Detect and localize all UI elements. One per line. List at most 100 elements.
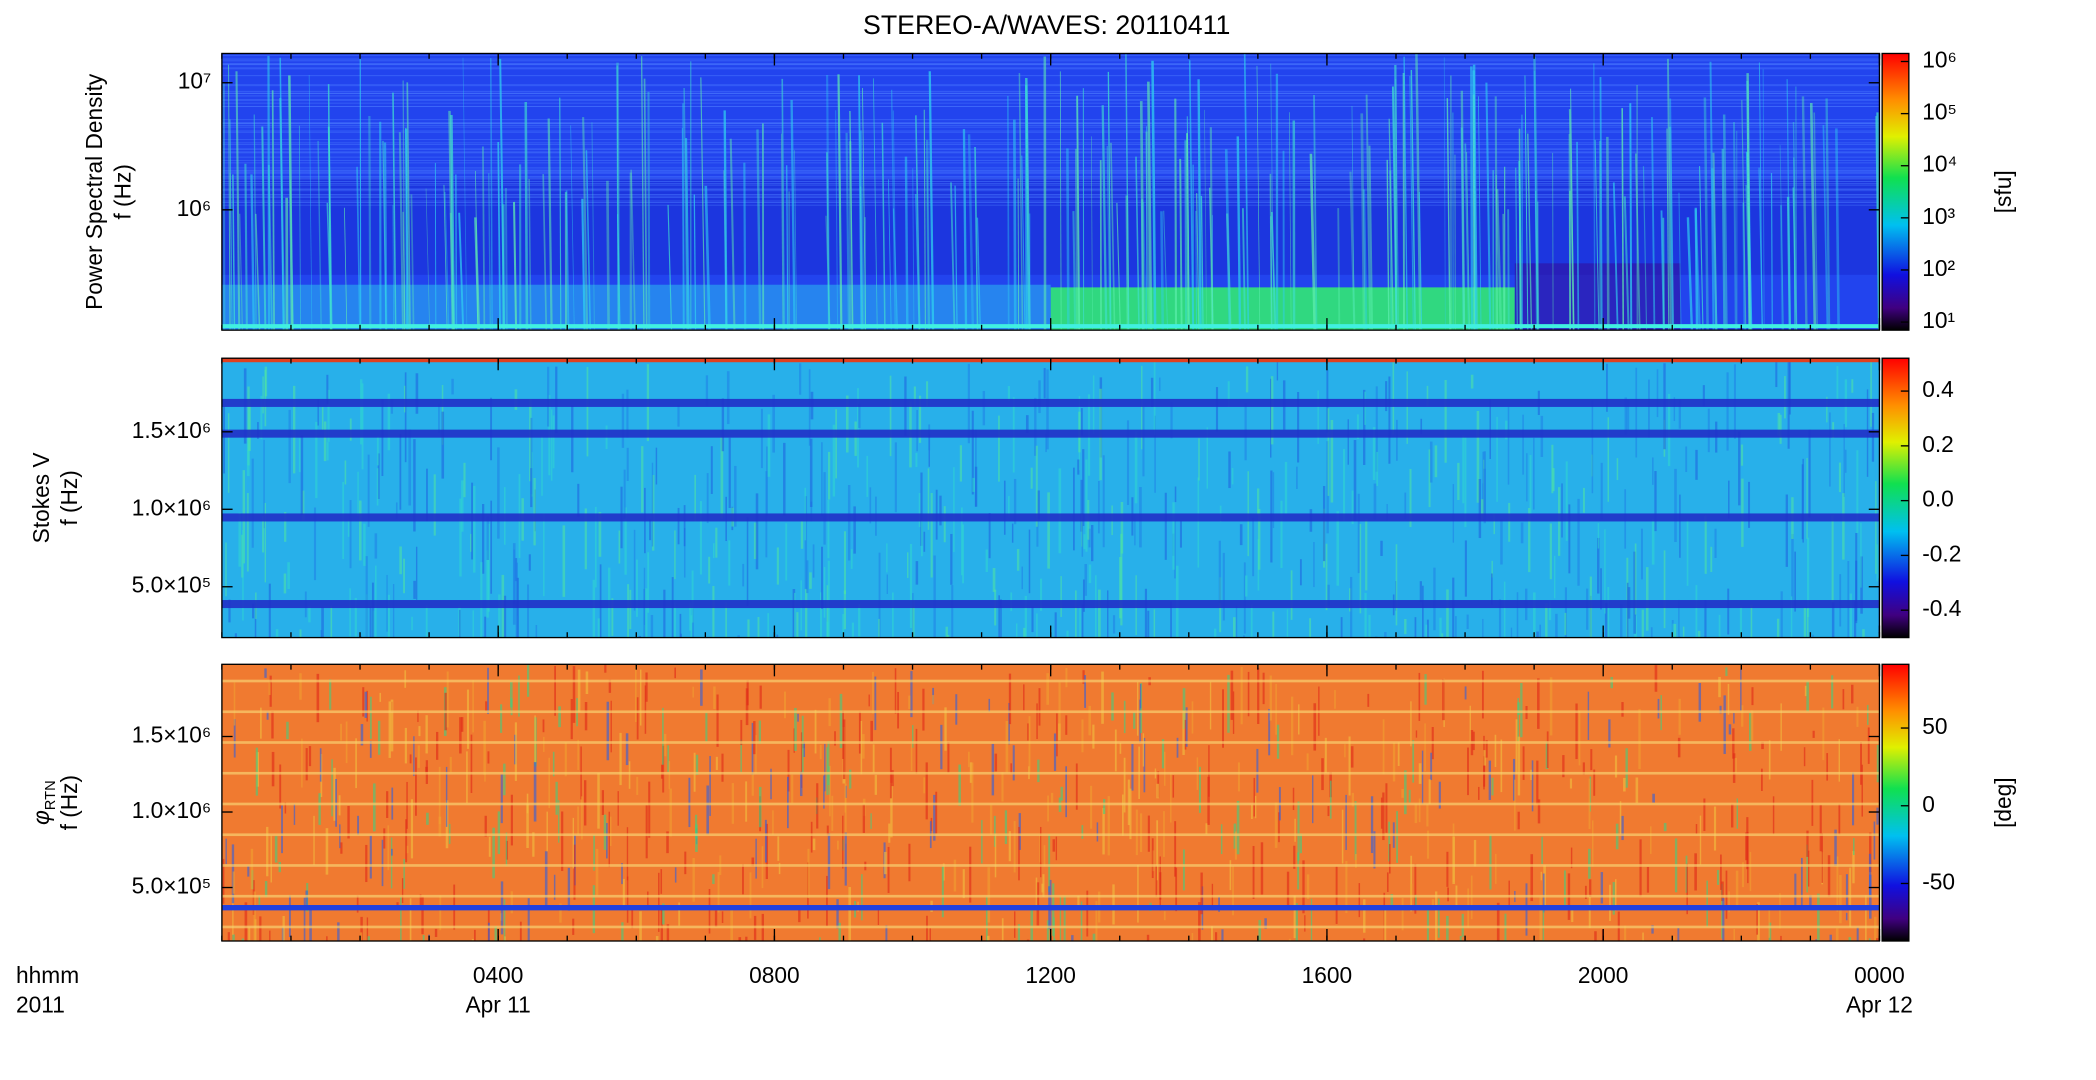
- y-axis-label: Stokes V: [28, 452, 54, 544]
- spectrogram-texture: [1147, 81, 1153, 331]
- spectrogram-texture: [859, 130, 865, 331]
- spectrogram-texture: [892, 110, 897, 331]
- spectrogram-texture: [1309, 153, 1317, 331]
- y-tick-label: 5.0×10⁵: [132, 572, 212, 598]
- spectrogram-texture: [1151, 60, 1157, 331]
- spectrogram-texture: [279, 57, 285, 331]
- spectrogram-texture: [647, 91, 651, 331]
- spectrogram-texture: [667, 204, 673, 331]
- spectrogram-texture: [497, 142, 501, 331]
- spectrogram-texture: [1236, 136, 1242, 331]
- spectrogram-texture: [888, 179, 892, 331]
- spectrogram-texture: [693, 194, 697, 331]
- colorbar-tick-label: -50: [1922, 868, 1955, 894]
- spectrogram-texture: [826, 152, 830, 331]
- spectrogram-texture: [858, 75, 863, 331]
- spectrogram-texture: [591, 122, 595, 331]
- spectrogram-texture: [402, 80, 406, 331]
- spectrogram-texture: [261, 126, 267, 331]
- spectrogram-texture: [1360, 113, 1366, 331]
- spectrogram-texture: [1835, 128, 1840, 331]
- spectrogram-texture: [1786, 196, 1792, 331]
- y-axis-label: Power Spectral Density: [81, 73, 107, 310]
- spectrogram-texture: [1107, 71, 1112, 331]
- spectrogram-texture: [1552, 152, 1554, 331]
- spectrogram-texture: [1786, 79, 1791, 331]
- spectrogram-texture: [1472, 64, 1478, 331]
- spectrogram-texture: [1722, 114, 1728, 331]
- spectrogram-texture: [221, 905, 1880, 911]
- spectrogram-texture: [585, 150, 592, 331]
- spectrogram-texture: [221, 741, 1880, 744]
- spectrogram-texture: [1694, 207, 1699, 331]
- spectrogram-texture: [950, 182, 956, 331]
- spectrogram-texture: [1686, 217, 1694, 331]
- spectrogram-texture: [344, 207, 348, 331]
- y-axis-label: f (Hz): [109, 164, 135, 220]
- spectrogram-texture: [1256, 65, 1261, 331]
- spectrogram-texture: [392, 92, 397, 331]
- spectrogram-texture: [1443, 57, 1446, 331]
- spectrogram-texture: [915, 193, 920, 331]
- spectrogram-texture: [504, 188, 508, 331]
- spectrogram-texture: [1651, 117, 1656, 331]
- spectrogram-texture: [1365, 94, 1372, 331]
- spectrogram-texture: [228, 64, 231, 331]
- spectrogram-texture: [1160, 211, 1165, 331]
- spectrogram-texture: [1495, 189, 1503, 331]
- spectrogram-texture: [1145, 131, 1150, 331]
- spectrogram-texture: [1642, 166, 1648, 331]
- spectrogram-texture: [250, 174, 255, 331]
- spectrogram-texture: [1593, 63, 1596, 331]
- spectrogram-texture: [474, 217, 481, 331]
- x-tick-label: 0000: [1854, 962, 1905, 988]
- spectrogram-texture: [383, 142, 388, 331]
- colorbar-tick-label: 10¹: [1922, 307, 1955, 333]
- colorbar-tick-label: 50: [1922, 713, 1947, 739]
- spectrogram-texture: [565, 190, 570, 331]
- spectrogram-texture: [1446, 98, 1451, 331]
- colorbar-tick-label: 0.2: [1922, 431, 1954, 457]
- spectrogram-texture: [1568, 133, 1571, 331]
- spectrogram-texture: [1110, 142, 1116, 331]
- spectrogram-texture: [455, 174, 458, 331]
- spectrogram-texture: [1746, 73, 1751, 331]
- x-tick-label: 0400: [473, 962, 524, 988]
- spectrogram-texture: [1478, 96, 1482, 331]
- spectrogram-texture: [221, 679, 1880, 683]
- spectrogram-texture: [1534, 190, 1539, 331]
- spectrogram-texture: [1703, 97, 1709, 331]
- spectrogram-texture: [890, 89, 896, 331]
- x-axis-label: hhmm: [16, 962, 79, 988]
- spectrogram-texture: [925, 140, 931, 331]
- x-tick-date: Apr 12: [1846, 991, 1913, 1017]
- colorbar-tick-label: 0: [1922, 791, 1935, 817]
- spectrogram-texture: [1269, 173, 1273, 331]
- spectrogram-texture: [1143, 202, 1147, 331]
- spectrogram-texture: [317, 140, 322, 331]
- y-axis-label-main: Power Spectral Density: [81, 73, 107, 310]
- spectrogram-texture: [872, 78, 878, 331]
- spectrogram-texture: [462, 57, 468, 331]
- spectrogram-texture: [1179, 158, 1183, 331]
- spectrogram-texture: [756, 129, 762, 331]
- spectrogram-texture: [1569, 88, 1575, 331]
- spectrogram-texture: [1460, 127, 1466, 331]
- spectrogram: [221, 358, 1880, 638]
- spectrogram-texture: [1021, 155, 1026, 331]
- spectrogram-texture: [1813, 112, 1819, 331]
- spectrogram-texture: [837, 74, 843, 331]
- spectrogram-texture: [1418, 191, 1423, 331]
- spectrogram-texture: [1666, 128, 1670, 331]
- spectrogram-texture: [1662, 217, 1665, 331]
- spectrogram-texture: [781, 133, 784, 331]
- spectrogram-texture: [1732, 122, 1737, 331]
- x-tick-label: 1200: [1025, 962, 1076, 988]
- spectrogram-texture: [1576, 141, 1580, 331]
- spectrogram-texture: [1074, 148, 1079, 331]
- spectrogram-texture: [962, 129, 968, 331]
- spectrogram-texture: [1349, 171, 1356, 331]
- x-tick-label: 1600: [1302, 962, 1353, 988]
- spectrogram-texture: [790, 99, 796, 331]
- spectrogram-texture: [926, 159, 930, 331]
